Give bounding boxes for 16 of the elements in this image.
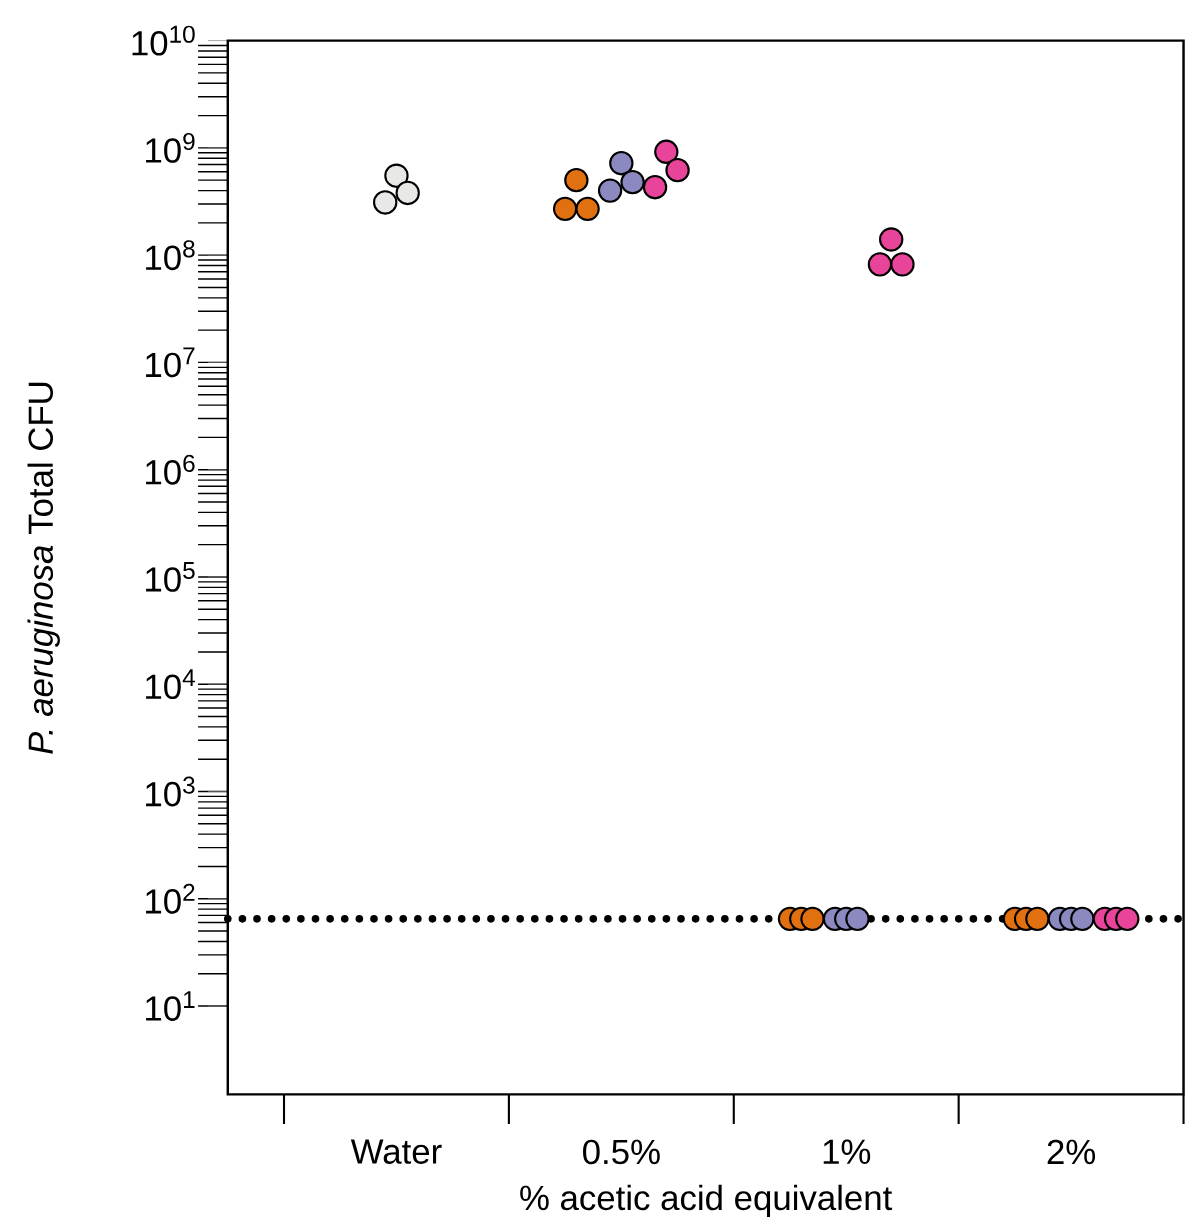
y-axis-title: P. aeruginosa Total CFU — [27, 382, 60, 754]
x-tick-label: 1% — [823, 1139, 870, 1164]
y-tick-label: 10$^{6}$ — [145, 454, 195, 485]
x-axis-title: % acetic acid equivalent — [519, 1184, 892, 1218]
y-tick-label: 10$^{7}$ — [145, 347, 195, 378]
x-tick-label: Water — [350, 1139, 442, 1164]
y-tick-label: 10$^{10}$ — [132, 25, 195, 56]
y-tick-label: 10$^{1}$ — [145, 991, 195, 1021]
y-tick-label: 10$^{9}$ — [145, 132, 195, 163]
x-tick-label: 0.5% — [582, 1139, 660, 1165]
y-tick-label: 10$^{2}$ — [145, 883, 195, 914]
x-tick-label: 2% — [1047, 1139, 1095, 1165]
y-tick-label: 10$^{8}$ — [145, 240, 195, 271]
y-tick-label: 10$^{3}$ — [145, 776, 195, 807]
y-tick-label: 10$^{4}$ — [145, 669, 195, 700]
y-tick-label: 10$^{5}$ — [145, 562, 195, 592]
